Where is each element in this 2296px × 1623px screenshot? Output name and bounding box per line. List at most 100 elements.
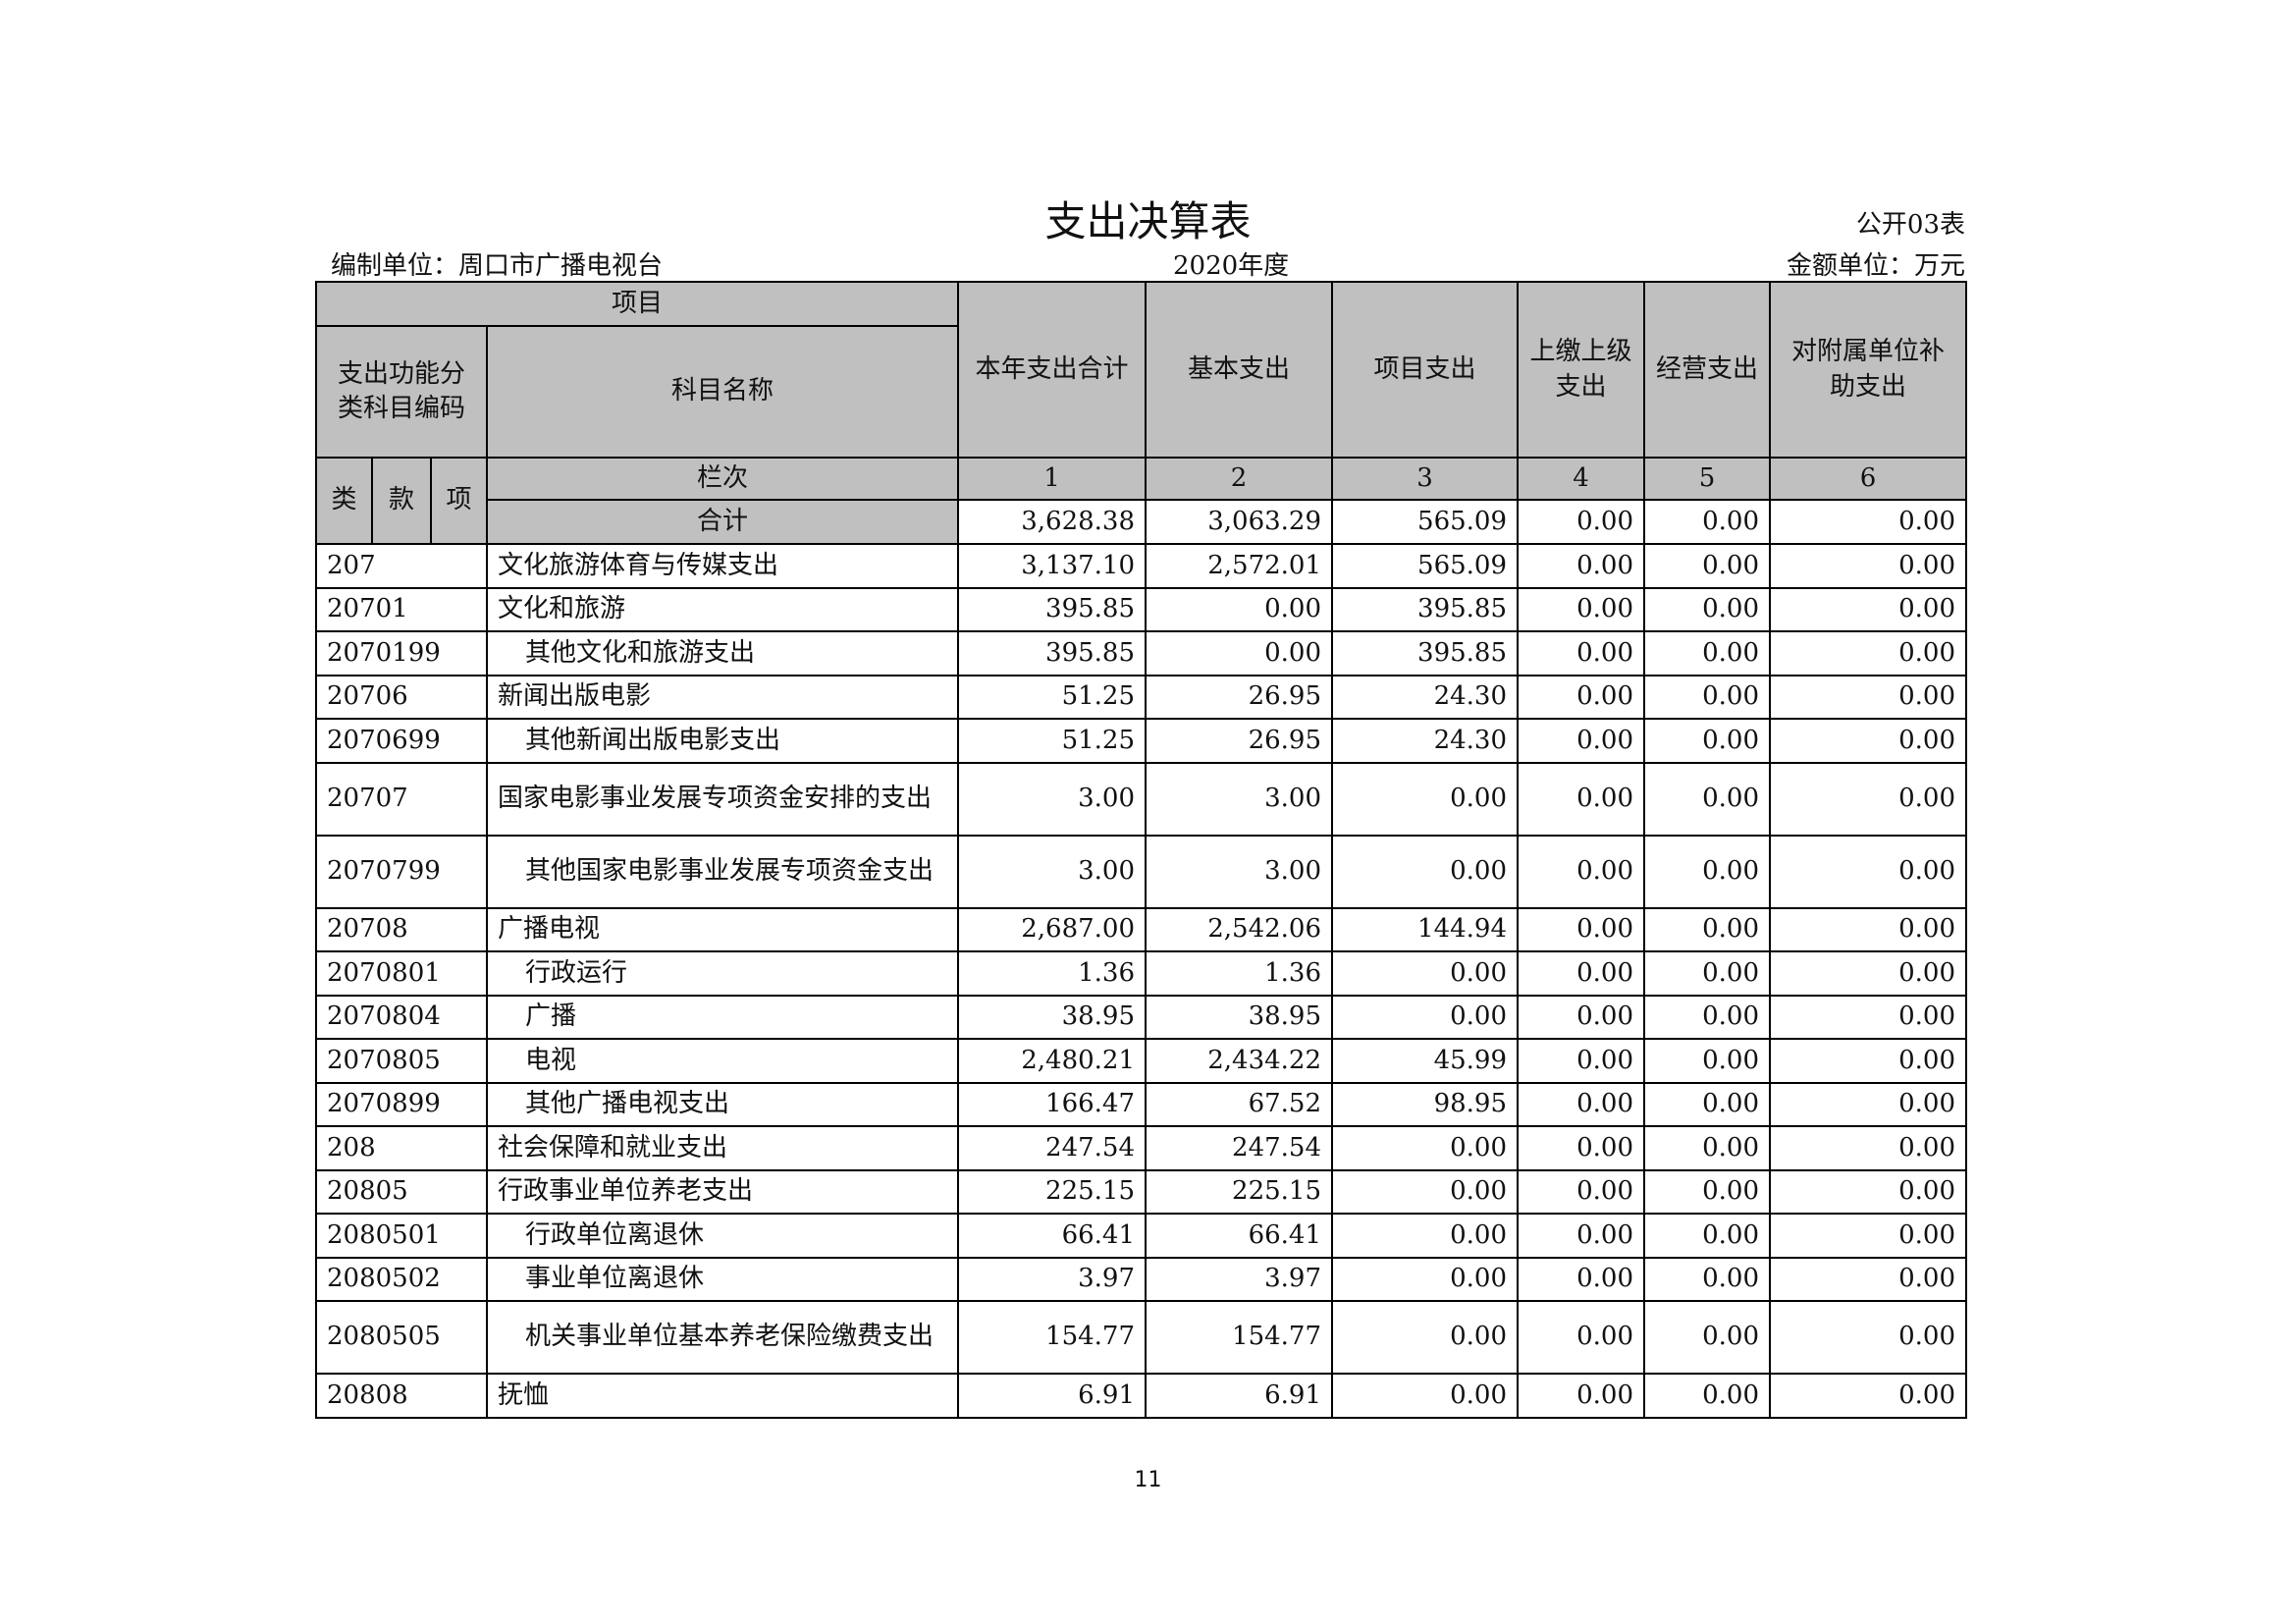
row-value: 26.95 — [1145, 674, 1334, 720]
row-value: 0.00 — [1769, 1038, 1968, 1084]
project-header: 项目 — [314, 281, 960, 327]
row-value: 6.91 — [957, 1373, 1148, 1419]
page-number: 11 — [1134, 1468, 1162, 1492]
row-value: 0.00 — [1643, 834, 1772, 909]
row-value: 0.00 — [1643, 1038, 1772, 1084]
row-name: 其他新闻出版电影支出 — [485, 718, 960, 764]
column-header: 对附属单位补助支出 — [1769, 281, 1968, 459]
row-name: 抚恤 — [485, 1373, 960, 1419]
name-header: 科目名称 — [485, 325, 960, 459]
row-value: 0.00 — [1769, 674, 1968, 720]
row-value: 66.41 — [957, 1213, 1148, 1259]
column-number: 3 — [1331, 457, 1520, 501]
total-label: 合计 — [485, 499, 960, 545]
row-value: 0.00 — [1331, 1168, 1520, 1215]
row-value: 24.30 — [1331, 718, 1520, 764]
row-code: 207 — [315, 543, 488, 589]
row-value: 3.97 — [957, 1256, 1148, 1302]
row-value: 0.00 — [1517, 630, 1646, 676]
row-value: 225.15 — [957, 1168, 1148, 1215]
table-row: 20708 广播电视 2,687.00 2,542.06 144.94 0.00 0.00 0… — [315, 906, 1968, 952]
row-code: 2070799 — [315, 834, 488, 909]
row-value: 0.00 — [1331, 1125, 1520, 1171]
row-value: 0.00 — [1643, 543, 1772, 589]
table-row: 2070199 其他文化和旅游支出 395.85 0.00 395.85 0.00 0.00… — [315, 630, 1968, 676]
row-name: 广播电视 — [485, 906, 960, 952]
row-name: 国家电影事业发展专项资金安排的支出 — [485, 761, 960, 837]
total-value: 0.00 — [1517, 499, 1646, 545]
code-header: 支出功能分类科目编码 — [315, 325, 488, 459]
column-number: 1 — [957, 457, 1148, 501]
row-value: 0.00 — [1643, 1168, 1772, 1215]
table-row: 20707 国家电影事业发展专项资金安排的支出 3.00 3.00 0.00 0.00 0.… — [315, 761, 1968, 837]
row-value: 0.00 — [1643, 906, 1772, 952]
row-value: 2,480.21 — [957, 1038, 1148, 1084]
total-value: 0.00 — [1769, 499, 1968, 545]
row-value: 0.00 — [1517, 834, 1646, 909]
row-code: 20706 — [315, 674, 488, 720]
row-value: 0.00 — [1331, 1300, 1520, 1375]
row-value: 0.00 — [1643, 1081, 1772, 1127]
row-value: 24.30 — [1331, 674, 1520, 720]
table-row: 2070799 其他国家电影事业发展专项资金支出 3.00 3.00 0.00 0.00 0… — [315, 834, 1968, 909]
row-code: 20808 — [315, 1373, 488, 1419]
row-value: 2,687.00 — [957, 906, 1148, 952]
column-header: 本年支出合计 — [957, 281, 1148, 459]
row-value: 0.00 — [1517, 1300, 1646, 1375]
row-name: 事业单位离退休 — [485, 1256, 960, 1302]
total-value: 565.09 — [1331, 499, 1520, 545]
row-value: 0.00 — [1331, 994, 1520, 1040]
expenditure-table: 项目 本年支出合计 基本支出 项目支出 上缴上级支出 经营支出 对附属单位补助支… — [314, 281, 1968, 1419]
row-value: 0.00 — [1517, 1213, 1646, 1259]
column-header: 项目支出 — [1331, 281, 1520, 459]
row-code: 20707 — [315, 761, 488, 837]
amount-unit: 金额单位：万元 — [1786, 251, 1965, 281]
row-value: 0.00 — [1517, 1256, 1646, 1302]
row-value: 51.25 — [957, 718, 1148, 764]
table-row: 2070899 其他广播电视支出 166.47 67.52 98.95 0.00 0.00 0… — [315, 1081, 1968, 1127]
row-value: 38.95 — [1145, 994, 1334, 1040]
row-value: 0.00 — [1769, 586, 1968, 632]
table-row: 2080505 机关事业单位基本养老保险缴费支出 154.77 154.77 0.00 0… — [315, 1300, 1968, 1375]
row-value: 247.54 — [957, 1125, 1148, 1171]
row-value: 0.00 — [1769, 1256, 1968, 1302]
row-value: 0.00 — [1331, 834, 1520, 909]
row-value: 0.00 — [1331, 1213, 1520, 1259]
row-value: 0.00 — [1517, 906, 1646, 952]
row-value: 0.00 — [1517, 1038, 1646, 1084]
row-name: 其他国家电影事业发展专项资金支出 — [485, 834, 960, 909]
row-value: 154.77 — [1145, 1300, 1334, 1375]
row-value: 1.36 — [957, 950, 1148, 997]
table-row: 2070805 电视 2,480.21 2,434.22 45.99 0.00 0.00 0.… — [315, 1038, 1968, 1084]
row-value: 0.00 — [1517, 1081, 1646, 1127]
row-code: 2080505 — [315, 1300, 488, 1375]
row-value: 3.00 — [957, 834, 1148, 909]
row-value: 0.00 — [1331, 950, 1520, 997]
row-value: 0.00 — [1517, 761, 1646, 837]
row-value: 0.00 — [1643, 1373, 1772, 1419]
row-name: 新闻出版电影 — [485, 674, 960, 720]
row-value: 395.85 — [1331, 586, 1520, 632]
row-value: 154.77 — [957, 1300, 1148, 1375]
row-value: 0.00 — [1643, 1256, 1772, 1302]
row-value: 0.00 — [1769, 1373, 1968, 1419]
row-value: 26.95 — [1145, 718, 1334, 764]
row-value: 0.00 — [1643, 950, 1772, 997]
page-title: 支出决算表 — [1044, 197, 1252, 245]
row-value: 0.00 — [1643, 630, 1772, 676]
row-name: 行政运行 — [485, 950, 960, 997]
row-code: 208 — [315, 1125, 488, 1171]
row-value: 45.99 — [1331, 1038, 1520, 1084]
row-value: 0.00 — [1331, 761, 1520, 837]
row-value: 0.00 — [1769, 1168, 1968, 1215]
row-value: 6.91 — [1145, 1373, 1334, 1419]
row-value: 0.00 — [1643, 1125, 1772, 1171]
row-value: 0.00 — [1769, 718, 1968, 764]
table-row: 2080501 行政单位离退休 66.41 66.41 0.00 0.00 0.00 0.00 — [315, 1213, 1968, 1259]
row-code: 2070805 — [315, 1038, 488, 1084]
row-value: 0.00 — [1331, 1256, 1520, 1302]
column-number: 6 — [1769, 457, 1968, 501]
row-code: 2070699 — [315, 718, 488, 764]
row-value: 0.00 — [1643, 994, 1772, 1040]
row-code: 2070801 — [315, 950, 488, 997]
